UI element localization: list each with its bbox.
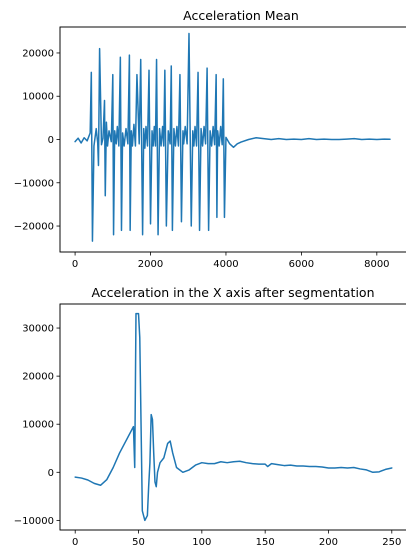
- tick-marks: [56, 52, 378, 256]
- y-tick-label: −20000: [14, 222, 54, 233]
- y-tick-label: −10000: [14, 516, 54, 527]
- series-line: [74, 32, 391, 242]
- series-lines: [74, 32, 391, 242]
- x-tick-label: 2000: [138, 259, 163, 270]
- chart-title: Acceleration Mean: [183, 8, 299, 23]
- y-tick-label: 10000: [22, 420, 54, 431]
- x-tick-label: 8000: [364, 259, 389, 270]
- x-tick-label: 250: [382, 537, 401, 548]
- y-tick-label: 0: [48, 468, 54, 479]
- x-tick-label: 0: [72, 259, 78, 270]
- tick-labels: 0 50 100 150 200 250 −10000 0 10000 20000 30000: [14, 324, 402, 548]
- x-axis-segmentation-chart: Acceleration in the X axis after segment…: [14, 285, 406, 548]
- x-tick-label: 50: [132, 537, 145, 548]
- tick-marks: [56, 327, 393, 534]
- y-tick-label: 10000: [22, 92, 54, 103]
- y-tick-label: 20000: [22, 372, 54, 383]
- x-tick-label: 200: [319, 537, 338, 548]
- series-lines: [74, 312, 393, 522]
- plot-area: [59, 303, 406, 531]
- x-tick-label: 0: [72, 537, 78, 548]
- y-tick-label: −10000: [14, 178, 54, 189]
- y-tick-label: 0: [48, 135, 54, 146]
- x-tick-label: 4000: [213, 259, 238, 270]
- x-tick-label: 150: [256, 537, 275, 548]
- chart-title: Acceleration in the X axis after segment…: [91, 285, 374, 300]
- plot-border: [59, 26, 406, 253]
- acceleration-mean-chart: Acceleration Mean 0 2000 4000 6000 8000 −2000…: [14, 8, 406, 270]
- x-tick-label: 6000: [289, 259, 314, 270]
- x-tick-label: 100: [192, 537, 211, 548]
- tick-labels: 0 2000 4000 6000 8000 −20000 −10000 0 10000 20000: [14, 48, 390, 270]
- y-tick-label: 30000: [22, 324, 54, 335]
- series-line: [74, 312, 393, 522]
- y-tick-label: 20000: [22, 48, 54, 59]
- plot-border: [59, 303, 406, 531]
